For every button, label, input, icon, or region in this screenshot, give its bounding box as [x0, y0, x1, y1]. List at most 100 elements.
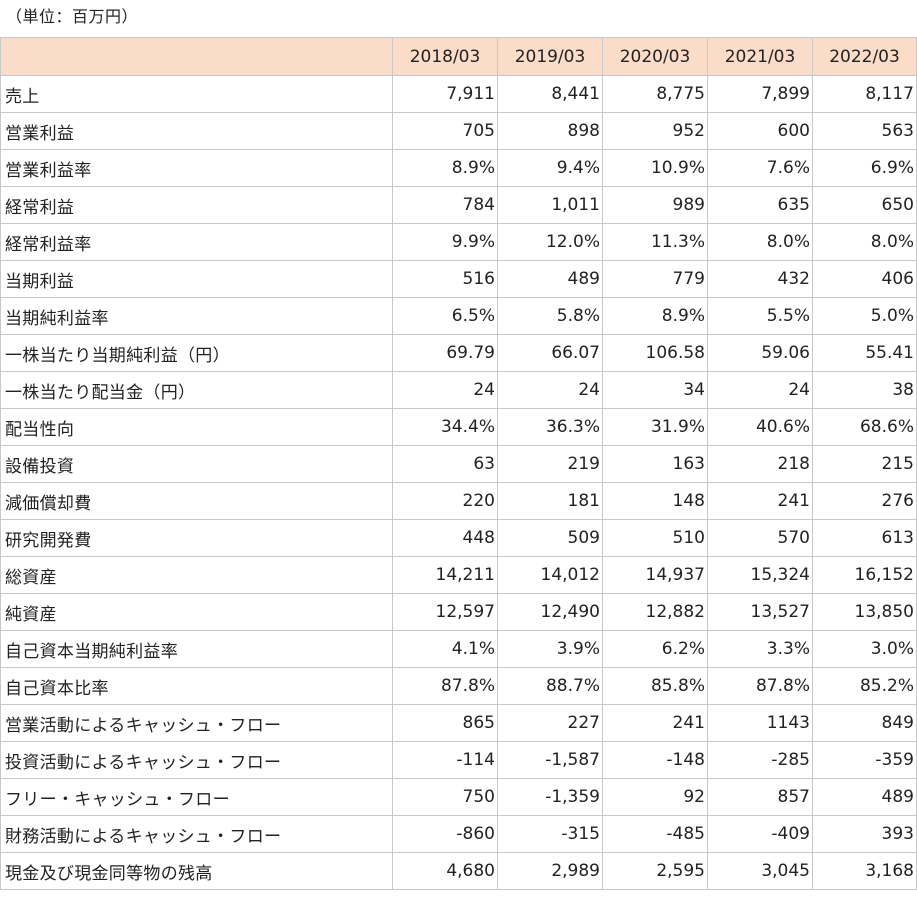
table-header: 2018/03 2019/03 2020/03 2021/03 2022/03	[0, 37, 917, 76]
value-cell: 849	[812, 704, 917, 742]
table-row: 財務活動によるキャッシュ・フロー -860 -315 -485 -409 393	[0, 815, 917, 853]
value-cell: -1,359	[497, 778, 603, 816]
value-cell: 40.6%	[707, 408, 813, 446]
value-cell: 10.9%	[602, 149, 708, 187]
value-cell: -359	[812, 741, 917, 779]
row-label: 現金及び現金同等物の残高	[0, 852, 393, 890]
table-row: 総資産 14,211 14,012 14,937 15,324 16,152	[0, 556, 917, 594]
value-cell: -860	[392, 815, 498, 853]
value-cell: 11.3%	[602, 223, 708, 261]
row-label: 設備投資	[0, 445, 393, 483]
value-cell: 448	[392, 519, 498, 557]
row-label: 自己資本当期純利益率	[0, 630, 393, 668]
value-cell: 406	[812, 260, 917, 298]
value-cell: 69.79	[392, 334, 498, 372]
table-body: 売上 7,911 8,441 8,775 7,899 8,117 営業利益 705 898 952…	[0, 75, 917, 890]
value-cell: 59.06	[707, 334, 813, 372]
value-cell: 24	[707, 371, 813, 409]
value-cell: 865	[392, 704, 498, 742]
value-cell: 85.8%	[602, 667, 708, 705]
value-cell: 241	[707, 482, 813, 520]
value-cell: 2,595	[602, 852, 708, 890]
value-cell: 8.0%	[812, 223, 917, 261]
row-label: 自己資本比率	[0, 667, 393, 705]
row-label: 研究開発費	[0, 519, 393, 557]
value-cell: 570	[707, 519, 813, 557]
table-row: 当期純利益率 6.5% 5.8% 8.9% 5.5% 5.0%	[0, 297, 917, 335]
value-cell: 55.41	[812, 334, 917, 372]
table-row: フリー・キャッシュ・フロー 750 -1,359 92 857 489	[0, 778, 917, 816]
value-cell: 7.6%	[707, 149, 813, 187]
value-cell: 3.0%	[812, 630, 917, 668]
value-cell: 241	[602, 704, 708, 742]
value-cell: 88.7%	[497, 667, 603, 705]
row-label: 一株当たり当期純利益（円）	[0, 334, 393, 372]
value-cell: 87.8%	[392, 667, 498, 705]
value-cell: 6.9%	[812, 149, 917, 187]
value-cell: 15,324	[707, 556, 813, 594]
value-cell: 148	[602, 482, 708, 520]
row-label: 営業利益	[0, 112, 393, 150]
value-cell: 750	[392, 778, 498, 816]
value-cell: 16,152	[812, 556, 917, 594]
value-cell: 13,527	[707, 593, 813, 631]
value-cell: 8,117	[812, 75, 917, 113]
value-cell: 705	[392, 112, 498, 150]
value-cell: 613	[812, 519, 917, 557]
table-row: 設備投資 63 219 163 218 215	[0, 445, 917, 483]
table-row: 減価償却費 220 181 148 241 276	[0, 482, 917, 520]
row-label: 経常利益	[0, 186, 393, 224]
value-cell: 432	[707, 260, 813, 298]
value-cell: 3.9%	[497, 630, 603, 668]
value-cell: 24	[392, 371, 498, 409]
value-cell: 779	[602, 260, 708, 298]
header-year-cell: 2021/03	[707, 37, 813, 76]
value-cell: 68.6%	[812, 408, 917, 446]
value-cell: 106.58	[602, 334, 708, 372]
table-row: 一株当たり配当金（円） 24 24 34 24 38	[0, 371, 917, 409]
value-cell: 8.9%	[602, 297, 708, 335]
value-cell: 516	[392, 260, 498, 298]
value-cell: 12,490	[497, 593, 603, 631]
value-cell: 8.9%	[392, 149, 498, 187]
row-label: 総資産	[0, 556, 393, 594]
table-row: 経常利益率 9.9% 12.0% 11.3% 8.0% 8.0%	[0, 223, 917, 261]
table-row: 現金及び現金同等物の残高 4,680 2,989 2,595 3,045 3,168	[0, 852, 917, 890]
table-row: 純資産 12,597 12,490 12,882 13,527 13,850	[0, 593, 917, 631]
table-row: 投資活動によるキャッシュ・フロー -114 -1,587 -148 -285 -359	[0, 741, 917, 779]
value-cell: -315	[497, 815, 603, 853]
value-cell: 276	[812, 482, 917, 520]
value-cell: 13,850	[812, 593, 917, 631]
value-cell: 85.2%	[812, 667, 917, 705]
value-cell: 9.4%	[497, 149, 603, 187]
row-label: 減価償却費	[0, 482, 393, 520]
value-cell: 952	[602, 112, 708, 150]
table-row: 一株当たり当期純利益（円） 69.79 66.07 106.58 59.06 55.41	[0, 334, 917, 372]
value-cell: 8.0%	[707, 223, 813, 261]
value-cell: 635	[707, 186, 813, 224]
table-row: 当期利益 516 489 779 432 406	[0, 260, 917, 298]
value-cell: -409	[707, 815, 813, 853]
value-cell: 1,011	[497, 186, 603, 224]
value-cell: 7,911	[392, 75, 498, 113]
row-label: 配当性向	[0, 408, 393, 446]
value-cell: 1143	[707, 704, 813, 742]
value-cell: 14,211	[392, 556, 498, 594]
row-label: 営業利益率	[0, 149, 393, 187]
value-cell: 36.3%	[497, 408, 603, 446]
value-cell: 489	[812, 778, 917, 816]
value-cell: 5.8%	[497, 297, 603, 335]
header-year-cell: 2019/03	[497, 37, 603, 76]
value-cell: 7,899	[707, 75, 813, 113]
value-cell: 24	[497, 371, 603, 409]
value-cell: 215	[812, 445, 917, 483]
value-cell: 650	[812, 186, 917, 224]
value-cell: 38	[812, 371, 917, 409]
value-cell: 8,441	[497, 75, 603, 113]
value-cell: 34	[602, 371, 708, 409]
value-cell: 3,045	[707, 852, 813, 890]
table-row: 研究開発費 448 509 510 570 613	[0, 519, 917, 557]
value-cell: 163	[602, 445, 708, 483]
table-row: 経常利益 784 1,011 989 635 650	[0, 186, 917, 224]
value-cell: -285	[707, 741, 813, 779]
